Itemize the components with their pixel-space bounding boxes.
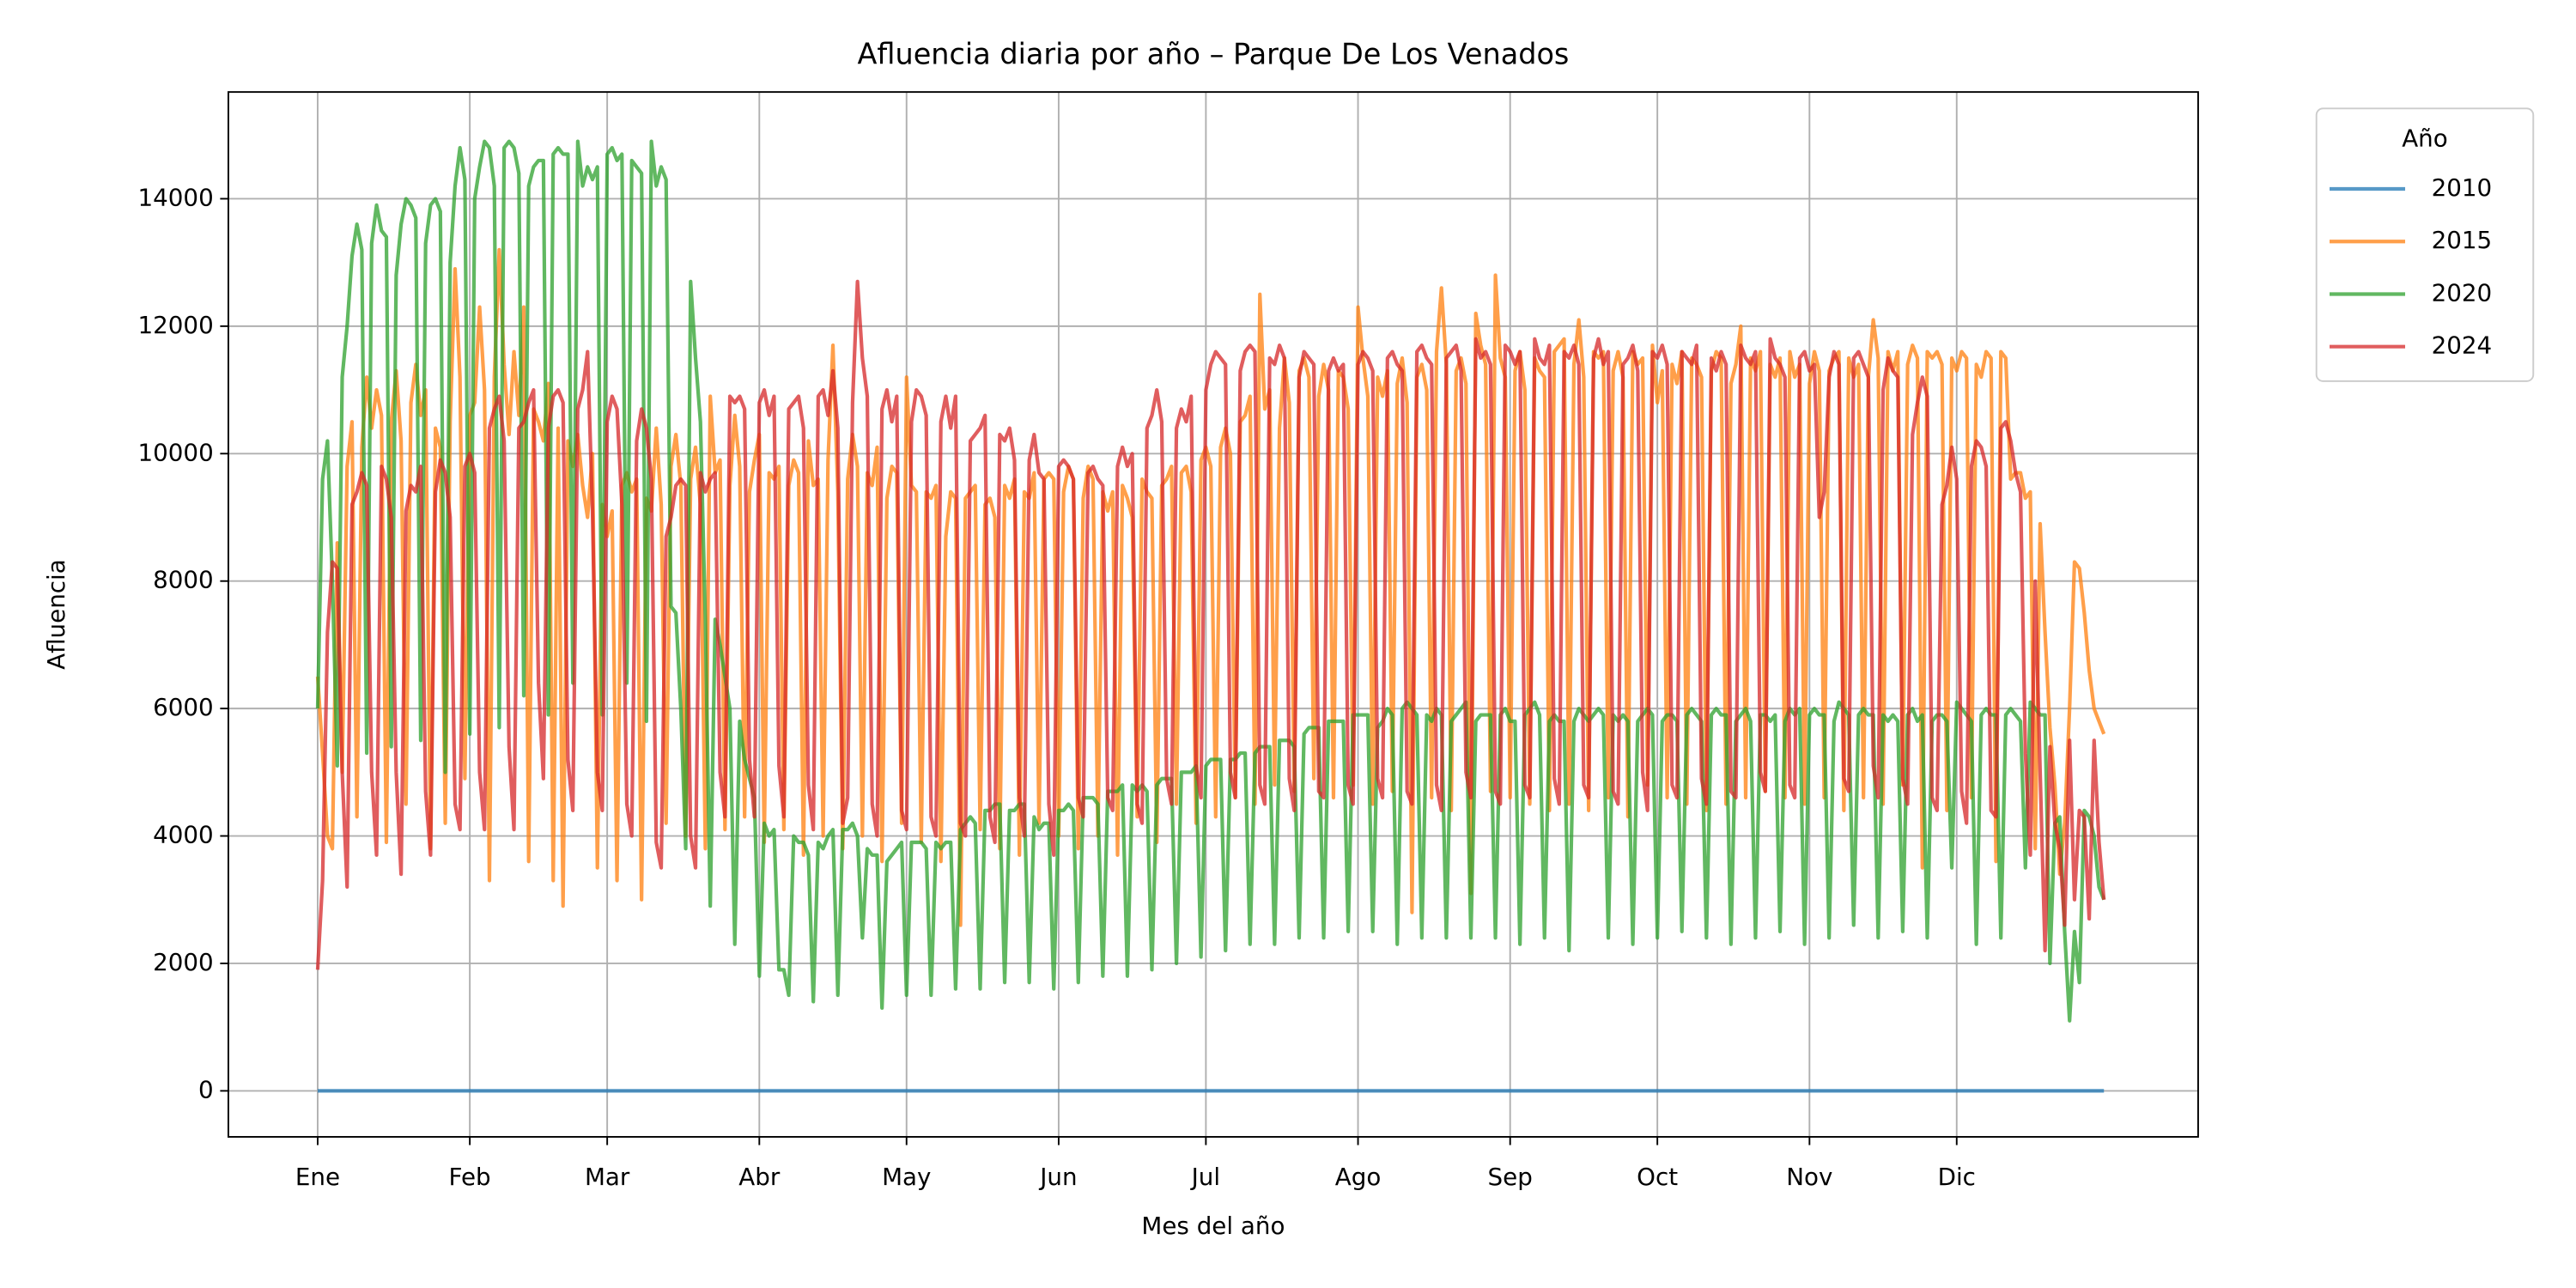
legend-label: 2024 — [2432, 331, 2493, 360]
legend-title: Año — [2402, 125, 2448, 153]
lines — [315, 139, 2106, 1093]
x-tick-label: Sep — [1488, 1163, 1533, 1191]
y-tick-label: 4000 — [153, 821, 214, 849]
legend: Año 2010 2015 2020 2024 — [2315, 107, 2535, 382]
x-tick-label: Jul — [1190, 1163, 1220, 1191]
y-tick-label: 12000 — [137, 311, 213, 339]
series-line — [315, 139, 2106, 1023]
x-tick-label: Mar — [585, 1163, 630, 1191]
legend-box — [2315, 107, 2535, 382]
x-tick-label: Oct — [1637, 1163, 1678, 1191]
x-tick-label: May — [882, 1163, 931, 1191]
legend-label: 2010 — [2432, 173, 2493, 202]
x-tick-label: Abr — [738, 1163, 781, 1191]
plot-frame — [227, 91, 2199, 1138]
x-tick-label: Nov — [1786, 1163, 1832, 1191]
x-tick-label: Ene — [295, 1163, 340, 1191]
x-tick-label: Feb — [449, 1163, 491, 1191]
x-tick-label: Dic — [1938, 1163, 1976, 1191]
chart-title: Afluencia diaria por año – Parque De Los… — [858, 38, 1570, 71]
y-tick-label: 8000 — [153, 566, 214, 594]
x-axis-label: Mes del año — [1141, 1212, 1285, 1240]
y-tick-label: 14000 — [137, 183, 213, 211]
y-axis-label: Afluencia — [42, 559, 70, 670]
y-tick-label: 2000 — [153, 948, 214, 976]
ticks: 0 2000 4000 6000 8000 10000 12000 14000 Ene Feb Ma… — [137, 183, 1975, 1190]
x-tick-label: Jun — [1038, 1163, 1077, 1191]
y-tick-label: 10000 — [137, 438, 213, 466]
y-tick-label: 6000 — [153, 693, 214, 721]
legend-label: 2015 — [2432, 226, 2493, 254]
legend-label: 2020 — [2432, 278, 2493, 307]
x-tick-label: Ago — [1335, 1163, 1382, 1191]
y-tick-label: 0 — [198, 1075, 214, 1103]
series-line — [315, 247, 2106, 927]
series-line — [315, 279, 2106, 970]
